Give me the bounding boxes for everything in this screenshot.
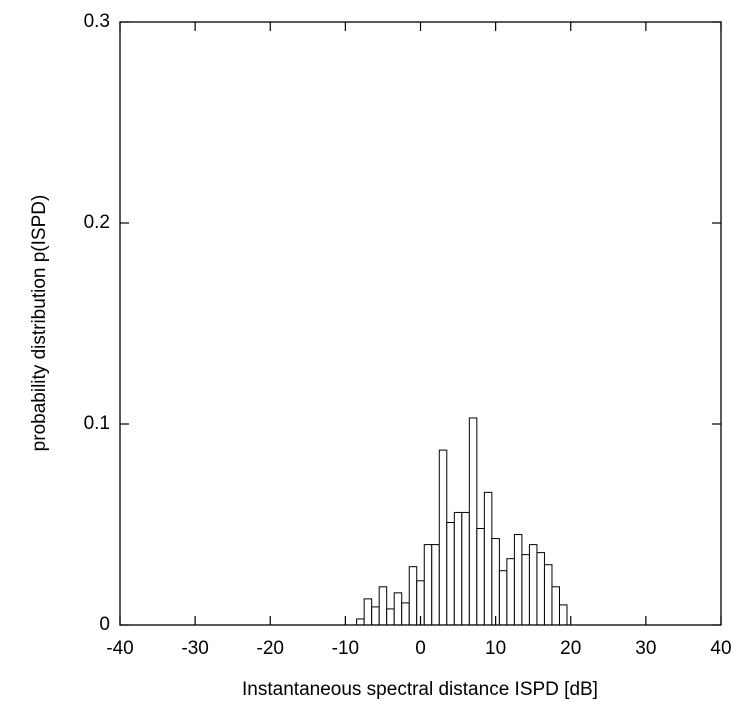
bar — [506, 558, 515, 626]
y-tick-label: 0.3 — [84, 11, 110, 32]
bar — [438, 449, 448, 626]
bar — [431, 544, 440, 626]
bar — [551, 586, 560, 626]
x-tick-label: 0 — [415, 638, 426, 659]
y-tick-label: 0.1 — [84, 413, 110, 434]
x-tick-label: -30 — [181, 638, 208, 659]
bar — [461, 511, 470, 626]
bar — [386, 608, 395, 626]
x-tick-label: -40 — [106, 638, 133, 659]
bar — [393, 592, 403, 626]
bar — [423, 544, 433, 626]
bar — [476, 528, 485, 626]
y-tick-label: 0.2 — [84, 212, 110, 233]
bar — [543, 564, 553, 626]
bar — [468, 417, 478, 626]
x-tick-label: 10 — [485, 638, 506, 659]
bar — [558, 604, 568, 626]
bar — [401, 602, 410, 626]
bar — [491, 538, 500, 626]
x-tick-label: 30 — [635, 638, 656, 659]
bar — [371, 606, 380, 626]
x-tick-label: 20 — [560, 638, 581, 659]
bar — [363, 598, 373, 626]
bar — [513, 534, 523, 626]
x-tick-label: 40 — [710, 638, 731, 659]
plot-frame — [119, 21, 722, 626]
bar — [498, 570, 508, 626]
bar — [408, 566, 418, 626]
y-tick-label: 0 — [99, 614, 110, 635]
x-axis-label: Instantaneous spectral distance ISPD [dB… — [242, 679, 598, 700]
bar — [453, 511, 463, 626]
bar — [483, 491, 493, 626]
bar — [521, 554, 530, 626]
bar — [446, 521, 455, 626]
bar — [528, 544, 538, 626]
bar — [536, 552, 545, 626]
x-tick-label: -20 — [257, 638, 284, 659]
bar — [378, 586, 388, 626]
bar — [356, 618, 365, 626]
y-axis-label: probability distribution p(ISPD) — [29, 195, 50, 452]
x-tick-label: -10 — [332, 638, 359, 659]
